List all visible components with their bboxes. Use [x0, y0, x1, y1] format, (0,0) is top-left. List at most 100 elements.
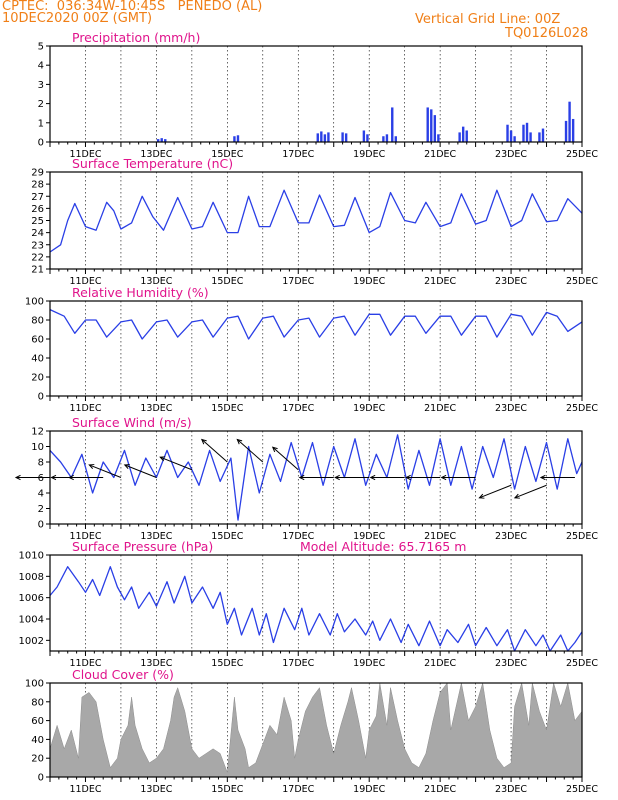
product-code: TQ0126L028	[505, 26, 589, 41]
wind-vector-arrow	[514, 484, 547, 499]
pressure-ytick-label: 1006	[19, 593, 44, 604]
wind-arrowhead	[271, 446, 278, 453]
pressure-ytick-label: 1010	[19, 551, 44, 562]
model-altitude-annotation: Model Altitude: 65.7165 m	[300, 539, 466, 554]
pressure-ytick-label: 1004	[19, 615, 44, 626]
precipitation-ytick-label: 2	[38, 99, 44, 110]
temperature-xtick-label: 11DEC	[69, 276, 101, 287]
cloud-cover-ytick-label: 20	[31, 754, 44, 765]
wind-arrowhead	[159, 456, 166, 462]
precipitation-xtick-label: 11DEC	[69, 149, 101, 160]
humidity-xtick-label: 25DEC	[566, 403, 598, 414]
temperature-xtick-label: 21DEC	[424, 276, 456, 287]
precipitation-bar	[341, 132, 344, 142]
cloud-cover-ytick-label: 80	[31, 697, 44, 708]
precipitation-bar	[391, 107, 394, 142]
precipitation-bar	[522, 124, 525, 142]
wind-ytick-label: 4	[38, 489, 44, 500]
wind-arrowhead	[334, 474, 340, 481]
precipitation-bar	[437, 134, 440, 142]
cloud-cover-ytick-label: 0	[38, 773, 44, 784]
wind-vector-arrow	[160, 456, 193, 471]
humidity-xtick-label: 17DEC	[282, 403, 314, 414]
precipitation-xtick-label: 13DEC	[140, 149, 172, 160]
precipitation-xtick-label: 17DEC	[282, 149, 314, 160]
temperature-ytick-label: 28	[31, 180, 44, 191]
precipitation-ytick-label: 5	[38, 42, 44, 53]
pressure-ytick-label: 1002	[19, 636, 44, 647]
precipitation-bar	[366, 134, 369, 142]
wind-arrowhead	[369, 474, 376, 481]
wind-arrowhead	[68, 474, 74, 481]
wind-vector-arrow	[236, 439, 264, 463]
wind-ytick-label: 12	[31, 427, 44, 438]
precipitation-xtick-label: 19DEC	[353, 149, 385, 160]
precipitation-bar	[506, 124, 509, 142]
precipitation-xtick-label: 25DEC	[566, 149, 598, 160]
precipitation-bar	[433, 115, 437, 142]
temperature-ytick-label: 27	[31, 192, 44, 203]
humidity-xtick-label: 23DEC	[495, 403, 527, 414]
wind-ytick-label: 10	[31, 442, 44, 453]
cloud-cover-xtick-label: 19DEC	[353, 784, 385, 795]
temperature-ytick-label: 29	[31, 168, 44, 179]
pressure-xtick-label: 15DEC	[211, 658, 243, 669]
precipitation-bar	[236, 135, 240, 142]
cloud-cover-xtick-label: 13DEC	[140, 784, 172, 795]
wind-xtick-label: 13DEC	[140, 531, 172, 542]
precipitation-bar	[316, 133, 319, 142]
cloud-cover-area	[49, 682, 583, 778]
precipitation-bar	[344, 133, 348, 142]
wind-series-line	[49, 434, 583, 521]
wind-vector-arrow	[272, 446, 299, 471]
cloud-cover-frame	[49, 682, 583, 778]
wind-arrowhead	[478, 493, 485, 499]
temperature-xtick-label: 17DEC	[282, 276, 314, 287]
run-date-header: 10DEC2020 00Z (GMT)	[2, 11, 153, 26]
precipitation-bar	[382, 136, 385, 142]
cloud-cover-xtick-label: 17DEC	[282, 784, 314, 795]
precipitation-bar	[513, 136, 516, 142]
wind-frame	[49, 430, 583, 525]
wind-ytick-label: 6	[38, 473, 44, 484]
precipitation-bar	[320, 131, 323, 142]
pressure-xtick-label: 25DEC	[566, 658, 598, 669]
temperature-ytick-label: 21	[31, 265, 44, 276]
wind-title: Surface Wind (m/s)	[72, 415, 192, 430]
precipitation-bar	[458, 132, 461, 142]
precipitation-ytick-label: 4	[38, 61, 44, 72]
pressure-xtick-label: 21DEC	[424, 658, 456, 669]
pressure-xtick-label: 17DEC	[282, 658, 314, 669]
cloud-cover-panel	[46, 682, 583, 782]
wind-arrowhead	[404, 474, 411, 481]
wind-xtick-label: 15DEC	[211, 531, 243, 542]
precipitation-ytick-label: 0	[38, 138, 44, 149]
humidity-xtick-label: 15DEC	[211, 403, 243, 414]
pressure-xtick-label: 11DEC	[69, 658, 101, 669]
humidity-xtick-label: 21DEC	[424, 403, 456, 414]
wind-xtick-label: 23DEC	[495, 531, 527, 542]
precipitation-bar	[385, 134, 389, 142]
precipitation-bar	[233, 136, 236, 142]
wind-vector-arrow	[124, 464, 157, 478]
precipitation-bar	[461, 126, 465, 142]
wind-arrowhead	[123, 464, 130, 469]
wind-arrowhead	[88, 464, 95, 469]
cloud-cover-xtick-label: 23DEC	[495, 784, 527, 795]
humidity-xtick-label: 13DEC	[140, 403, 172, 414]
wind-xtick-label: 11DEC	[69, 531, 101, 542]
grid-line-note: Vertical Grid Line: 00Z	[415, 12, 561, 27]
wind-xtick-label: 25DEC	[566, 531, 598, 542]
humidity-frame	[49, 300, 583, 397]
station-header-line1: CPTEC: 036:34W-10:45S PENEDO (AL)	[2, 0, 263, 14]
cloud-cover-ytick-label: 40	[31, 735, 44, 746]
wind-xtick-label: 19DEC	[353, 531, 385, 542]
wind-arrowhead	[14, 474, 21, 481]
humidity-xtick-label: 19DEC	[353, 403, 385, 414]
precipitation-bar	[156, 139, 160, 142]
precipitation-bar	[362, 130, 366, 142]
wind-arrowhead	[200, 438, 207, 445]
precipitation-bar	[465, 130, 468, 142]
temperature-xtick-label: 25DEC	[566, 276, 598, 287]
